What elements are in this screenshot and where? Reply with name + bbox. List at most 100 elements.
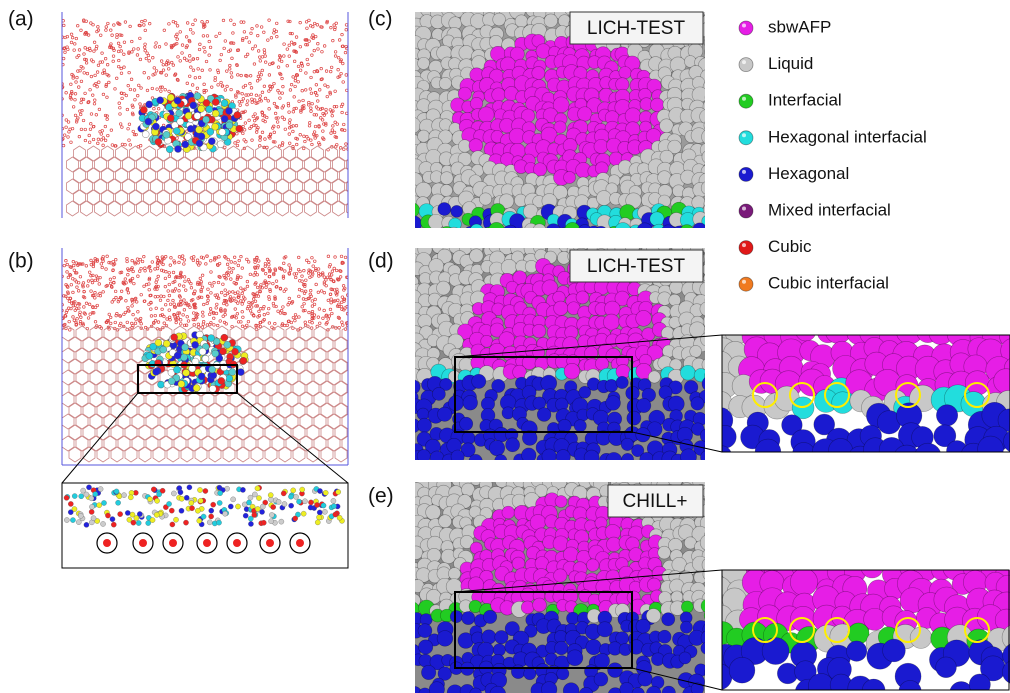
atom	[896, 317, 923, 344]
protein-atom	[86, 485, 91, 490]
atom	[704, 35, 719, 50]
atom	[936, 657, 957, 678]
protein-atom	[226, 108, 233, 115]
protein-atom	[198, 133, 205, 140]
protein-atom	[194, 92, 201, 99]
atom	[625, 108, 641, 124]
protein-atom	[152, 123, 159, 130]
atom	[792, 442, 814, 464]
panel-image	[706, 317, 1010, 472]
water-o	[296, 539, 304, 547]
atom	[594, 139, 608, 153]
atom	[978, 436, 1004, 462]
atom	[463, 395, 478, 410]
atom	[662, 613, 675, 626]
atom	[693, 182, 708, 197]
protein-atom	[105, 513, 110, 518]
atom	[658, 546, 671, 559]
protein-atom	[145, 118, 152, 125]
protein-atom	[314, 502, 319, 507]
protein-atom	[216, 520, 221, 525]
atom	[704, 249, 720, 265]
atom	[702, 376, 717, 391]
protein-atom	[212, 350, 219, 357]
atom	[417, 130, 429, 142]
protein-atom	[140, 106, 147, 113]
protein-atom	[173, 366, 180, 373]
atom	[428, 214, 444, 230]
atom	[703, 202, 719, 218]
protein-atom	[240, 487, 245, 492]
atom	[615, 223, 631, 239]
protein-atom	[146, 101, 153, 108]
protein-atom	[331, 498, 336, 503]
protein-atom	[282, 501, 287, 506]
protein-atom	[93, 492, 98, 497]
atom	[650, 212, 664, 226]
protein-atom	[157, 97, 164, 104]
atom	[483, 610, 496, 623]
atom	[495, 455, 507, 467]
water-o	[203, 539, 211, 547]
atom	[489, 440, 504, 455]
legend-marker	[739, 21, 753, 35]
protein-atom	[178, 381, 185, 388]
protein-atom	[269, 512, 274, 517]
atom	[680, 225, 694, 239]
protein-atom	[316, 515, 321, 520]
atom	[705, 294, 718, 307]
atom	[493, 13, 506, 26]
panel-image	[706, 552, 1010, 693]
atom	[694, 368, 707, 381]
atom	[418, 57, 430, 69]
atom	[537, 408, 551, 422]
protein-atom	[209, 514, 214, 519]
protein-atom	[174, 352, 181, 359]
atom	[636, 310, 652, 326]
method-tag: LICH-TEST	[587, 256, 686, 277]
protein-atom	[208, 335, 215, 342]
protein-atom	[154, 498, 159, 503]
atom	[470, 224, 483, 237]
atom	[564, 363, 580, 379]
atom	[437, 631, 453, 647]
protein-atom	[302, 499, 307, 504]
protein-atom	[98, 486, 103, 491]
water-o	[233, 539, 241, 547]
protein-atom	[218, 491, 223, 496]
atom	[637, 223, 652, 238]
protein-atom	[121, 493, 126, 498]
protein-atom	[153, 368, 160, 375]
protein-atom	[209, 508, 214, 513]
atom	[608, 226, 621, 239]
atom	[450, 610, 462, 622]
atom	[594, 672, 608, 686]
protein-atom	[187, 125, 194, 132]
atom	[584, 450, 599, 465]
atom	[705, 224, 719, 238]
protein-atom	[101, 500, 106, 505]
protein-atom	[288, 494, 293, 499]
legend-marker-shine	[742, 60, 746, 64]
protein-atom	[155, 339, 162, 346]
atom	[620, 682, 634, 693]
protein-atom	[195, 126, 202, 133]
atom	[680, 365, 695, 380]
atom	[700, 109, 715, 124]
atom	[506, 438, 520, 452]
atom	[430, 451, 444, 465]
atom	[554, 569, 567, 582]
atom	[440, 184, 452, 196]
protein-atom	[315, 520, 320, 525]
atom	[704, 196, 719, 211]
protein-atom	[221, 115, 228, 122]
atom	[679, 652, 691, 664]
legend-marker	[739, 58, 753, 72]
atom	[690, 345, 702, 357]
panel-label: (b)	[8, 250, 34, 273]
atom	[495, 630, 508, 643]
atom	[521, 448, 536, 463]
atom	[533, 224, 546, 237]
atom	[469, 454, 482, 467]
protein-atom	[192, 358, 199, 365]
